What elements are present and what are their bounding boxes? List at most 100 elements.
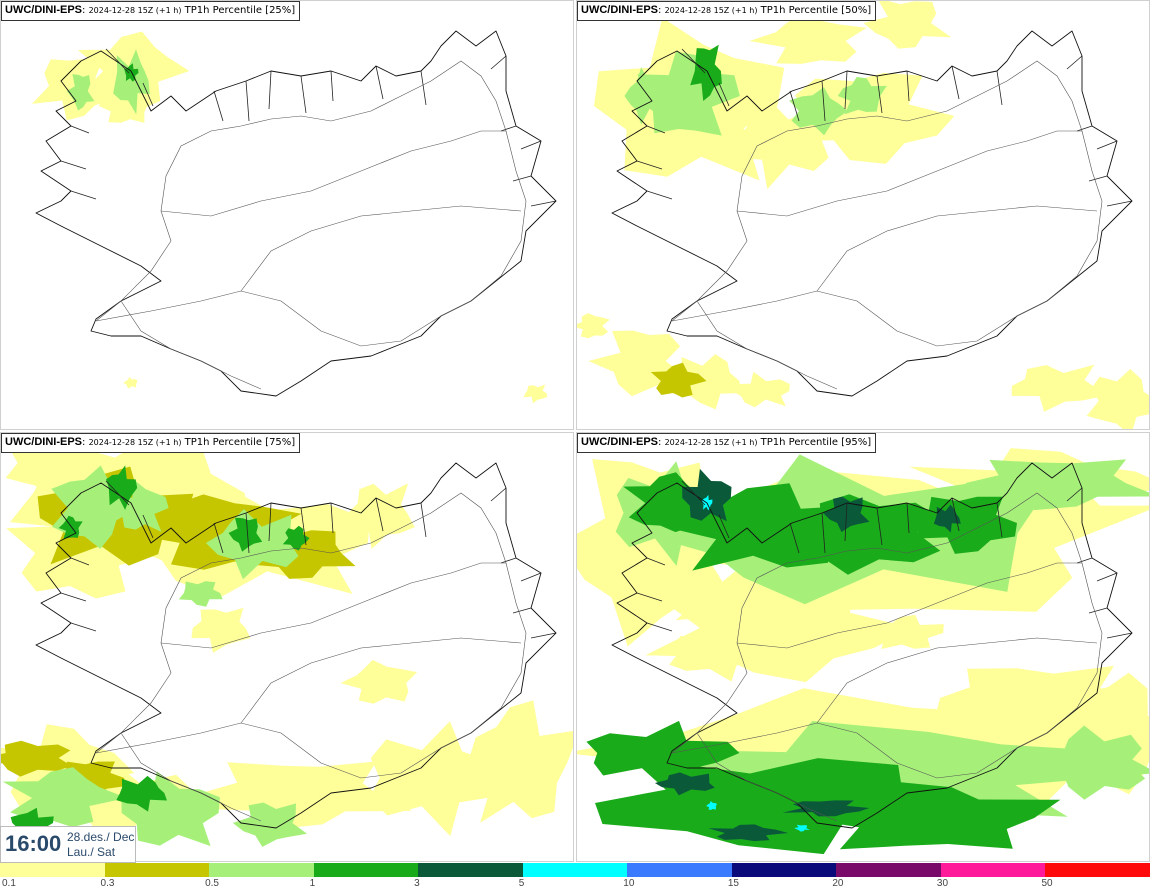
map-panel-p95: UWC/DINI-EPS: 2024-12-28 15Z (+1 h) TP1h…	[576, 432, 1150, 862]
precip-area	[732, 371, 790, 408]
fjord-line	[60, 592, 87, 602]
road-line	[671, 492, 1103, 779]
road-line	[816, 205, 1098, 292]
precip-area	[650, 362, 707, 398]
precip-area	[232, 802, 307, 847]
fjord-line	[213, 522, 224, 554]
precip-area	[773, 494, 941, 575]
road-line	[671, 60, 1103, 347]
fjord-line	[70, 622, 97, 632]
precip-area	[121, 771, 220, 847]
fjord-line	[906, 70, 910, 102]
road-line	[816, 637, 1098, 724]
precip-area	[624, 67, 665, 125]
precip-area	[706, 801, 718, 810]
precip-area	[873, 614, 944, 649]
precipitation-field	[32, 31, 548, 404]
colorbar-swatch	[0, 863, 106, 877]
fjord-line	[718, 82, 730, 107]
fjord-line	[1096, 572, 1118, 582]
colorbar-label: 50	[1041, 878, 1053, 889]
colorbar-swatch	[731, 863, 837, 877]
fjord-line	[268, 502, 272, 542]
colorbar-label: 0.3	[100, 878, 115, 889]
precip-area	[1011, 364, 1104, 412]
valid-time: 16:00	[5, 831, 62, 856]
fjord-line	[530, 632, 557, 639]
road-line	[736, 130, 1082, 217]
fjord-line	[142, 82, 154, 107]
fjord-line	[512, 607, 532, 614]
precip-area	[523, 384, 548, 404]
fjord-line	[1076, 125, 1093, 132]
precip-area	[708, 824, 789, 842]
colorbar-label: 15	[727, 878, 739, 889]
fjord-line	[300, 75, 307, 114]
precip-area	[1, 740, 72, 777]
iceland-map	[32, 30, 557, 404]
fjord-line	[490, 55, 507, 70]
valid-date-line2: Lau./ Sat	[67, 845, 116, 859]
precip-area	[228, 517, 263, 552]
map-panel-p25: UWC/DINI-EPS: 2024-12-28 15Z (+1 h) TP1h…	[0, 0, 574, 430]
fjord-line	[1076, 557, 1093, 564]
colorbar-swatch	[627, 863, 733, 877]
precip-area	[690, 44, 722, 101]
coastline	[35, 462, 557, 829]
fjord-line	[996, 502, 1003, 538]
precip-area	[794, 824, 810, 832]
map-panel-p50: UWC/DINI-EPS: 2024-12-28 15Z (+1 h) TP1h…	[576, 0, 1150, 430]
colorbar-swatch	[209, 863, 315, 877]
fjord-line	[1066, 487, 1083, 502]
fjord-line	[142, 514, 154, 539]
iceland-map	[1, 433, 573, 847]
fjord-line	[330, 70, 334, 102]
fjord-line	[1088, 607, 1108, 614]
road-line	[696, 300, 838, 390]
fjord-line	[844, 502, 848, 542]
fjord-line	[996, 70, 1003, 106]
precip-area	[340, 659, 418, 704]
fjord-line	[1088, 175, 1108, 182]
fjord-line	[718, 514, 730, 539]
panel-title: UWC/DINI-EPS: 2024-12-28 15Z (+1 h) TP1h…	[1, 1, 301, 21]
precip-area	[782, 800, 870, 817]
colorbar-label: 20	[832, 878, 844, 889]
panel-title: UWC/DINI-EPS: 2024-12-28 15Z (+1 h) TP1h…	[577, 433, 877, 453]
precip-area	[106, 465, 138, 510]
road-line	[240, 637, 522, 724]
fjord-line	[500, 125, 517, 132]
precip-area	[1036, 725, 1146, 800]
road-line	[160, 562, 506, 649]
fjord-line	[70, 557, 90, 566]
precipitation-colorbar: 0.1 0.3 0.5 1 3 5 10 15 20 30 50	[0, 863, 1150, 891]
precipitation-field	[577, 1, 1149, 429]
fjord-line	[681, 480, 706, 506]
precip-area	[201, 761, 412, 830]
valid-date-line1: 28.des./ Dec	[67, 830, 135, 844]
precip-area	[123, 377, 138, 389]
precip-area	[98, 84, 152, 123]
fjord-line	[951, 497, 960, 532]
coastline	[611, 30, 1133, 397]
precip-area	[654, 772, 715, 796]
precip-area	[58, 515, 83, 540]
fjord-line	[646, 125, 666, 134]
colorbar-swatch	[1045, 863, 1150, 877]
road-line	[95, 60, 527, 347]
fjord-line	[420, 502, 427, 538]
fjord-line	[951, 65, 960, 100]
fjord-line	[375, 65, 384, 100]
precip-area	[178, 581, 223, 607]
precip-area	[66, 74, 95, 111]
precip-area	[116, 775, 167, 812]
fjord-line	[530, 200, 557, 207]
fjord-line	[876, 507, 883, 546]
precip-area	[682, 468, 732, 522]
map-panel-p75: UWC/DINI-EPS: 2024-12-28 15Z (+1 h) TP1h…	[0, 432, 574, 862]
road-line	[696, 732, 838, 822]
road-line	[120, 300, 262, 390]
fjord-line	[681, 48, 706, 74]
road-line	[160, 130, 506, 217]
colorbar-swatch	[418, 863, 524, 877]
